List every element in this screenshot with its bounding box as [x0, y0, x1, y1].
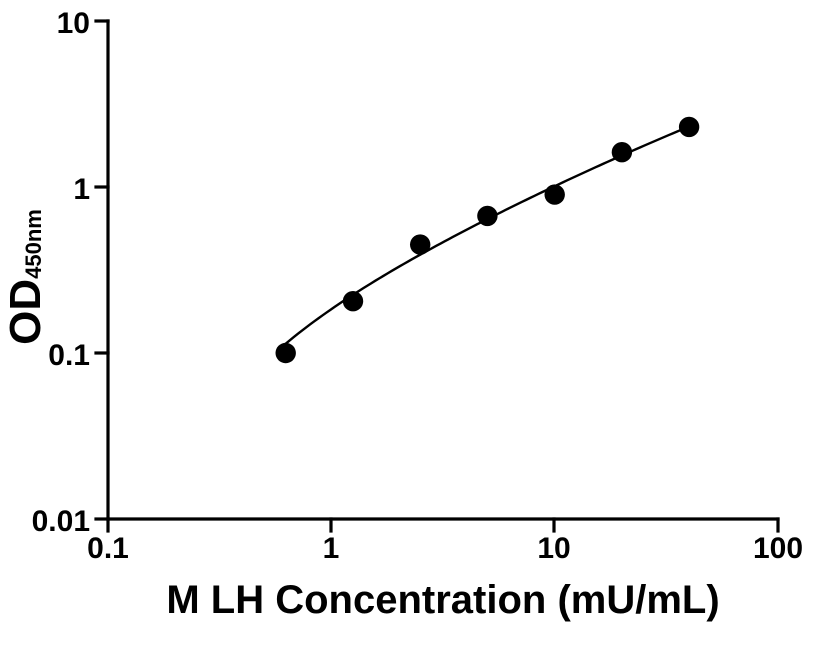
svg-text:OD450nm: OD450nm — [1, 209, 50, 345]
svg-text:1: 1 — [323, 532, 340, 565]
svg-text:0.01: 0.01 — [32, 505, 90, 538]
svg-text:0.1: 0.1 — [48, 339, 90, 372]
svg-text:10: 10 — [57, 7, 90, 40]
svg-text:M LH Concentration (mU/mL): M LH Concentration (mU/mL) — [166, 578, 719, 622]
svg-text:10: 10 — [537, 532, 570, 565]
svg-text:1: 1 — [73, 173, 90, 206]
svg-text:0.1: 0.1 — [87, 532, 129, 565]
svg-text:100: 100 — [753, 532, 803, 565]
